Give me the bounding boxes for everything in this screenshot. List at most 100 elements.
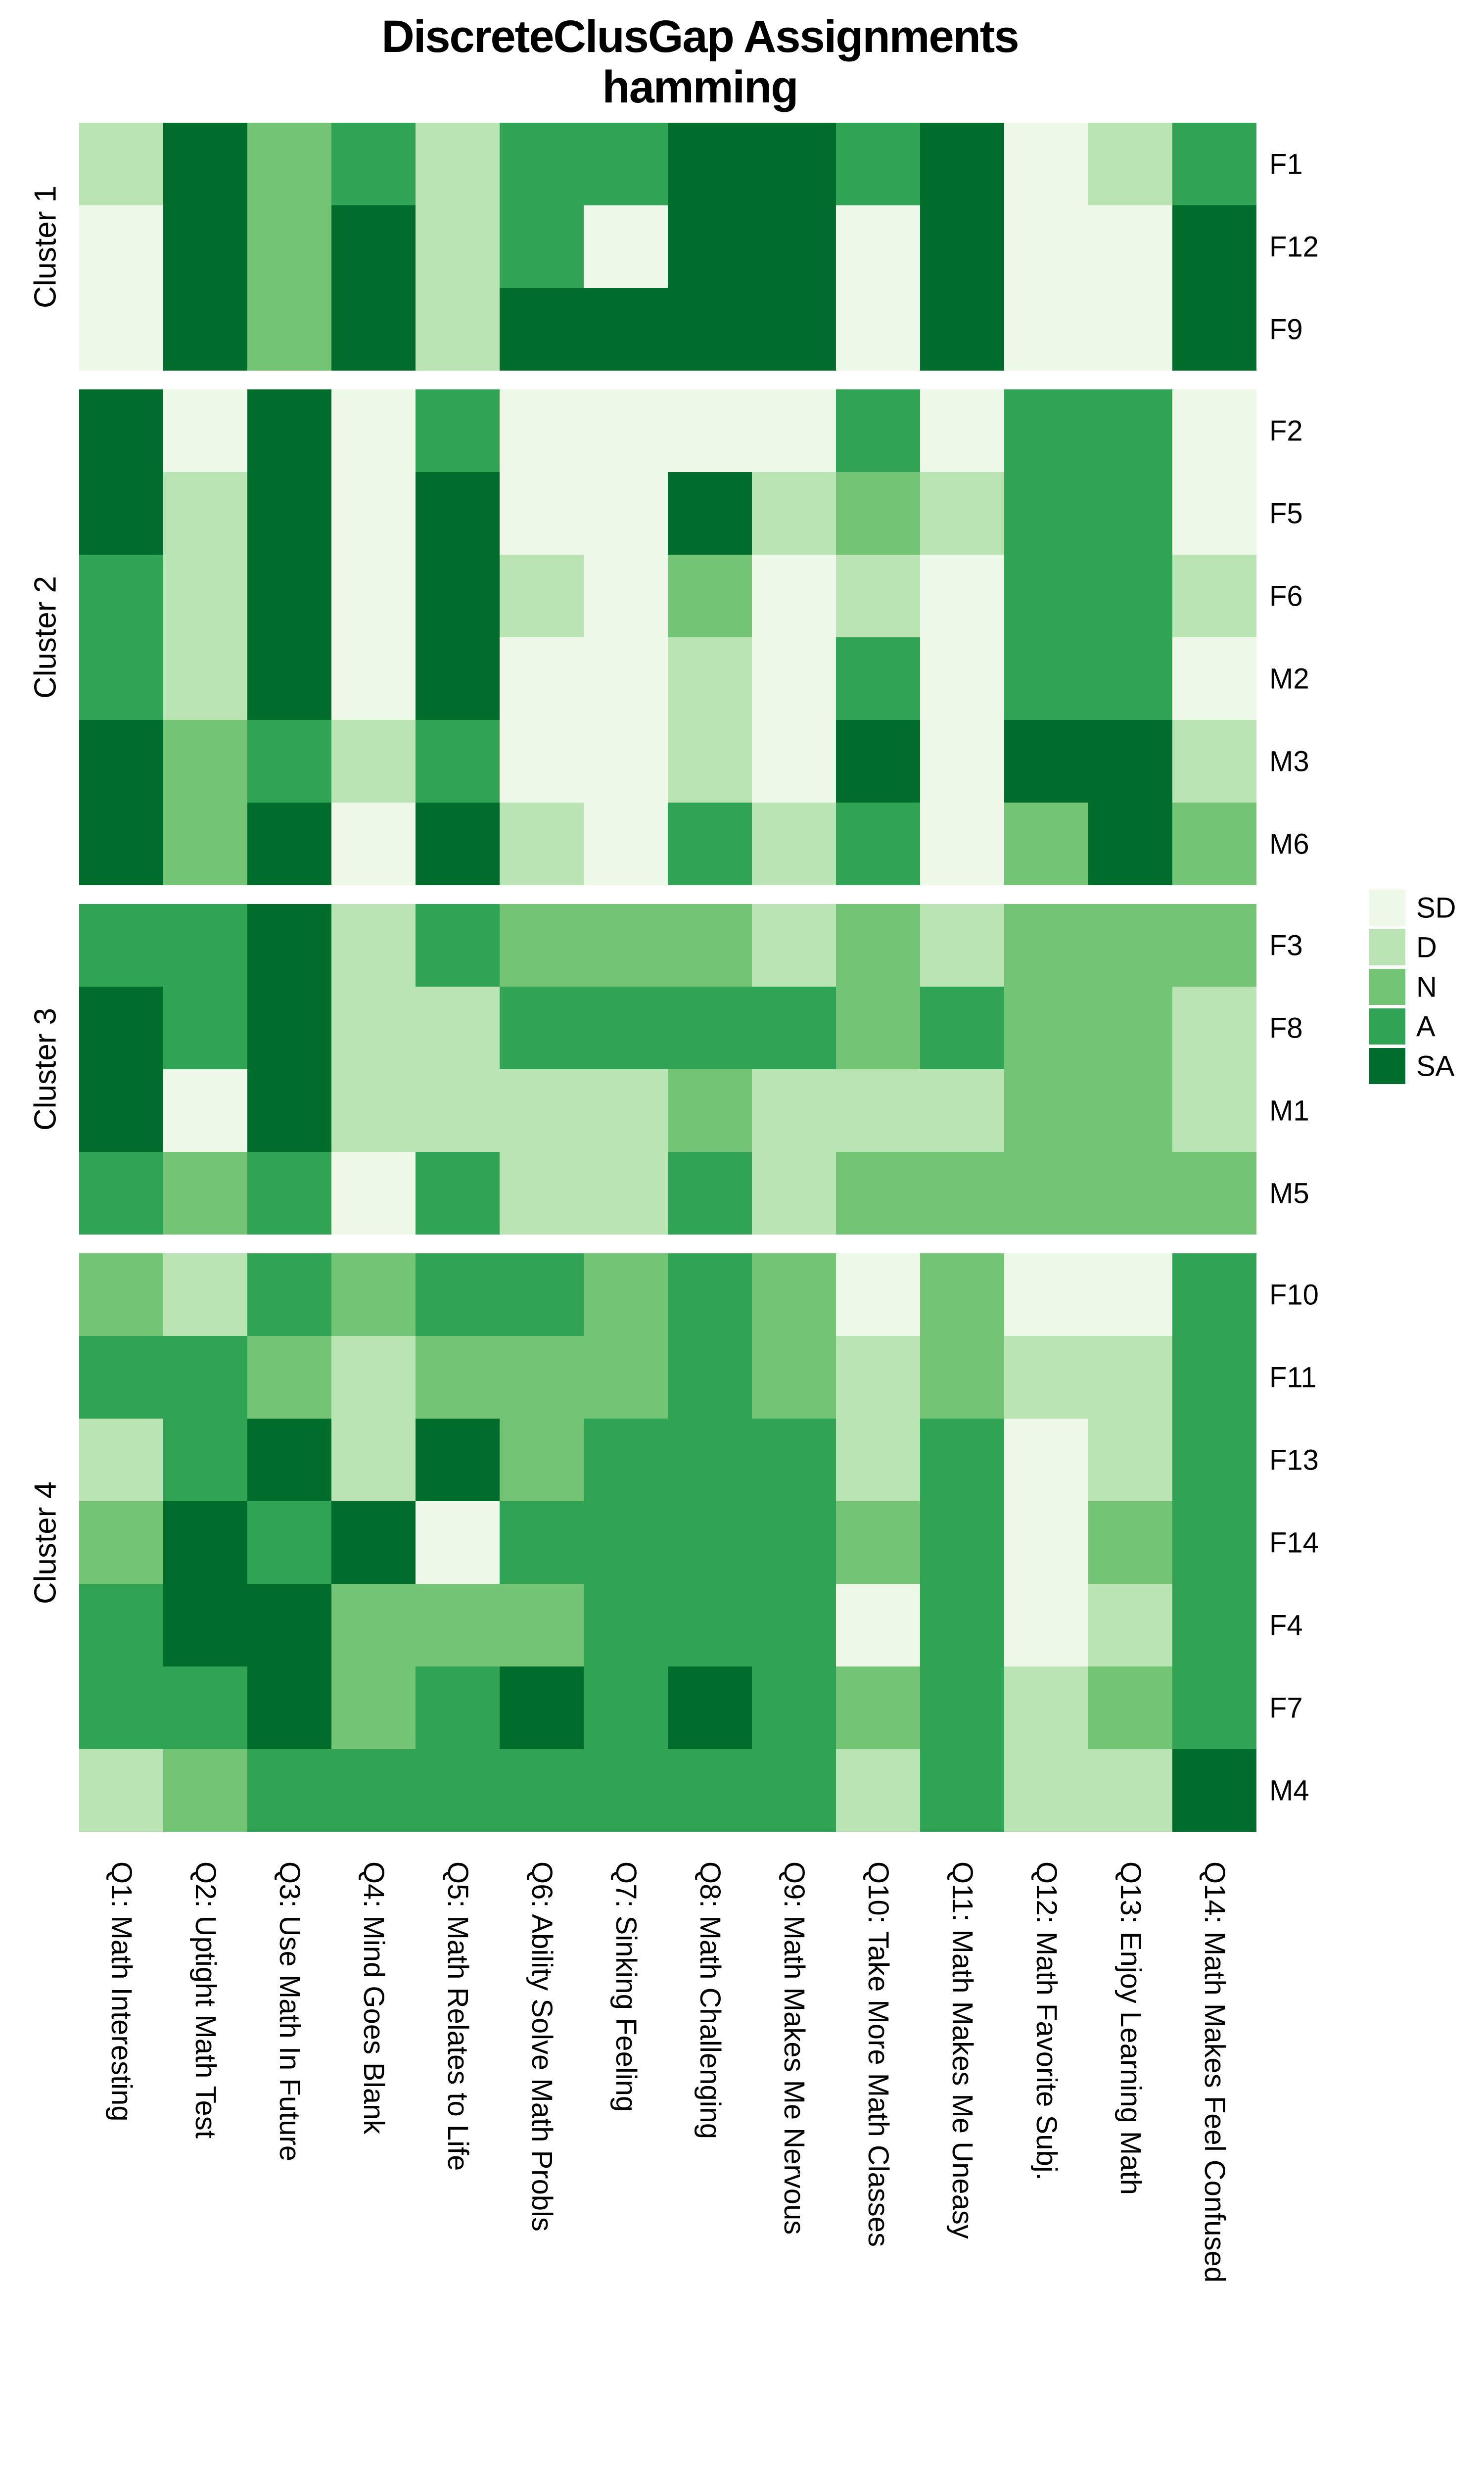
column-label: Q2: Uptight Math Test	[189, 1861, 222, 2139]
legend-label: SA	[1416, 1050, 1455, 1082]
heatmap-cell	[1088, 472, 1172, 555]
heatmap-cell	[163, 1584, 247, 1666]
heatmap-cell	[79, 904, 163, 987]
heatmap-cell	[1088, 720, 1172, 803]
heatmap-cell	[247, 1749, 331, 1832]
heatmap-cell	[1004, 1253, 1088, 1336]
heatmap-cell	[79, 987, 163, 1069]
heatmap-cell	[500, 1152, 584, 1235]
heatmap-cell	[584, 1253, 668, 1336]
page-title: DiscreteClusGap Assignments	[381, 11, 1019, 62]
heatmap-cell	[79, 472, 163, 555]
row-label: F12	[1269, 231, 1319, 263]
heatmap-cell	[668, 904, 752, 987]
heatmap-cell	[500, 555, 584, 637]
row-label: F5	[1269, 497, 1303, 529]
heatmap-cell	[247, 472, 331, 555]
heatmap-cell	[1088, 1069, 1172, 1152]
heatmap-cell	[668, 1253, 752, 1336]
heatmap-cell	[79, 1069, 163, 1152]
cluster-label: Cluster 4	[28, 1481, 63, 1604]
heatmap-cell	[836, 720, 920, 803]
heatmap-cell	[500, 288, 584, 371]
heatmap-cell	[584, 1336, 668, 1419]
heatmap-cell	[920, 1152, 1004, 1235]
heatmap-cell	[752, 1749, 836, 1832]
heatmap-cell	[79, 720, 163, 803]
row-label: F7	[1269, 1692, 1303, 1724]
heatmap-cell	[836, 1069, 920, 1152]
legend-swatch	[1369, 1048, 1405, 1084]
heatmap-cell	[1172, 987, 1256, 1069]
heatmap-cell	[836, 1501, 920, 1584]
heatmap-cell	[752, 803, 836, 885]
heatmap-cell	[668, 720, 752, 803]
heatmap-cell	[1004, 1069, 1088, 1152]
column-label: Q5: Math Relates to Life	[442, 1861, 474, 2171]
heatmap-cell	[668, 1069, 752, 1152]
heatmap-cell	[416, 987, 500, 1069]
heatmap-cell	[1004, 637, 1088, 720]
row-label: M6	[1269, 828, 1309, 860]
heatmap-cell	[79, 1253, 163, 1336]
heatmap-cell	[1088, 1666, 1172, 1749]
heatmap-cell	[247, 288, 331, 371]
heatmap-cell	[1004, 1501, 1088, 1584]
heatmap-cell	[836, 389, 920, 472]
heatmap-cell	[1088, 1584, 1172, 1666]
heatmap-cell	[668, 1584, 752, 1666]
heatmap-cell	[331, 1253, 416, 1336]
heatmap-cell	[836, 123, 920, 205]
heatmap-cell	[247, 1069, 331, 1152]
heatmap-cell	[752, 389, 836, 472]
heatmap-cell	[163, 205, 247, 288]
heatmap-cell	[920, 1336, 1004, 1419]
heatmap-cell	[920, 472, 1004, 555]
heatmap-cell	[331, 123, 416, 205]
legend-swatch	[1369, 969, 1405, 1005]
heatmap-cell	[331, 904, 416, 987]
heatmap-cell	[1004, 288, 1088, 371]
heatmap-cell	[584, 904, 668, 987]
heatmap-cell	[1172, 555, 1256, 637]
heatmap-cell	[1172, 803, 1256, 885]
heatmap-cell	[920, 1584, 1004, 1666]
legend-swatch	[1369, 1008, 1405, 1045]
heatmap-cell	[500, 1419, 584, 1501]
heatmap-cell	[416, 1253, 500, 1336]
heatmap-cell	[79, 1152, 163, 1235]
heatmap-cell	[836, 904, 920, 987]
heatmap-cell	[668, 1419, 752, 1501]
cluster-label: Cluster 3	[28, 1007, 63, 1131]
heatmap-cell	[1088, 637, 1172, 720]
heatmap-cell	[79, 1749, 163, 1832]
heatmap-cell	[416, 1336, 500, 1419]
heatmap-cell	[331, 288, 416, 371]
heatmap-cell	[79, 637, 163, 720]
heatmap-cell	[668, 555, 752, 637]
heatmap-cell	[79, 389, 163, 472]
row-label: M2	[1269, 663, 1309, 695]
heatmap-cell	[1088, 1152, 1172, 1235]
heatmap-cell	[500, 1069, 584, 1152]
heatmap-cell	[1172, 720, 1256, 803]
page-subtitle: hamming	[602, 62, 799, 112]
heatmap-cell	[79, 803, 163, 885]
heatmap-cell	[1088, 904, 1172, 987]
heatmap-cell	[247, 1336, 331, 1419]
heatmap-cell	[836, 1584, 920, 1666]
heatmap-cell	[584, 720, 668, 803]
column-label: Q7: Sinking Feeling	[610, 1861, 642, 2112]
heatmap-cell	[668, 389, 752, 472]
row-label: F9	[1269, 313, 1303, 345]
heatmap-cell	[163, 637, 247, 720]
heatmap-cell	[247, 803, 331, 885]
heatmap-cell	[331, 1749, 416, 1832]
row-label: M5	[1269, 1177, 1309, 1209]
heatmap-cell	[163, 1336, 247, 1419]
heatmap-cell	[1004, 1666, 1088, 1749]
heatmap-cell	[920, 987, 1004, 1069]
heatmap-cell	[416, 555, 500, 637]
heatmap-cell	[1004, 1152, 1088, 1235]
